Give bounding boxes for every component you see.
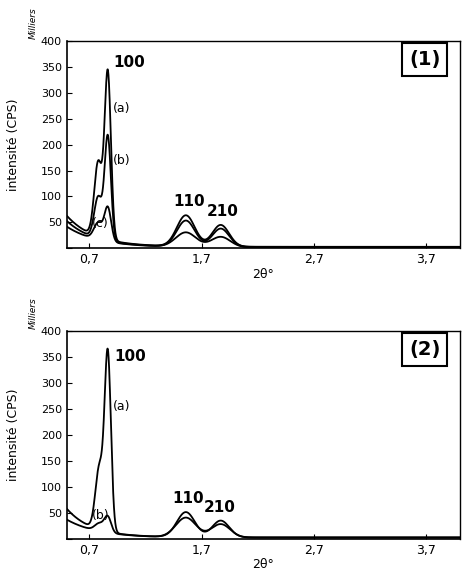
X-axis label: 2θ°: 2θ° (253, 558, 274, 571)
Text: (1): (1) (409, 50, 440, 69)
Text: (c): (c) (92, 217, 108, 230)
Text: 210: 210 (204, 500, 236, 515)
Text: (b): (b) (113, 154, 130, 166)
Text: 210: 210 (207, 203, 239, 218)
Y-axis label: intensité (CPS): intensité (CPS) (7, 98, 20, 191)
Y-axis label: intensité (CPS): intensité (CPS) (7, 389, 20, 481)
Text: Milliers: Milliers (29, 297, 38, 329)
Text: 110: 110 (174, 194, 205, 209)
Text: (a): (a) (113, 102, 130, 114)
Text: Milliers: Milliers (29, 7, 38, 39)
Text: (a): (a) (113, 400, 130, 413)
Text: 100: 100 (113, 55, 145, 70)
Text: 110: 110 (172, 491, 204, 506)
X-axis label: 2θ°: 2θ° (253, 268, 274, 281)
Text: (b): (b) (92, 509, 109, 522)
Text: 100: 100 (114, 349, 146, 364)
Text: (2): (2) (409, 340, 440, 360)
